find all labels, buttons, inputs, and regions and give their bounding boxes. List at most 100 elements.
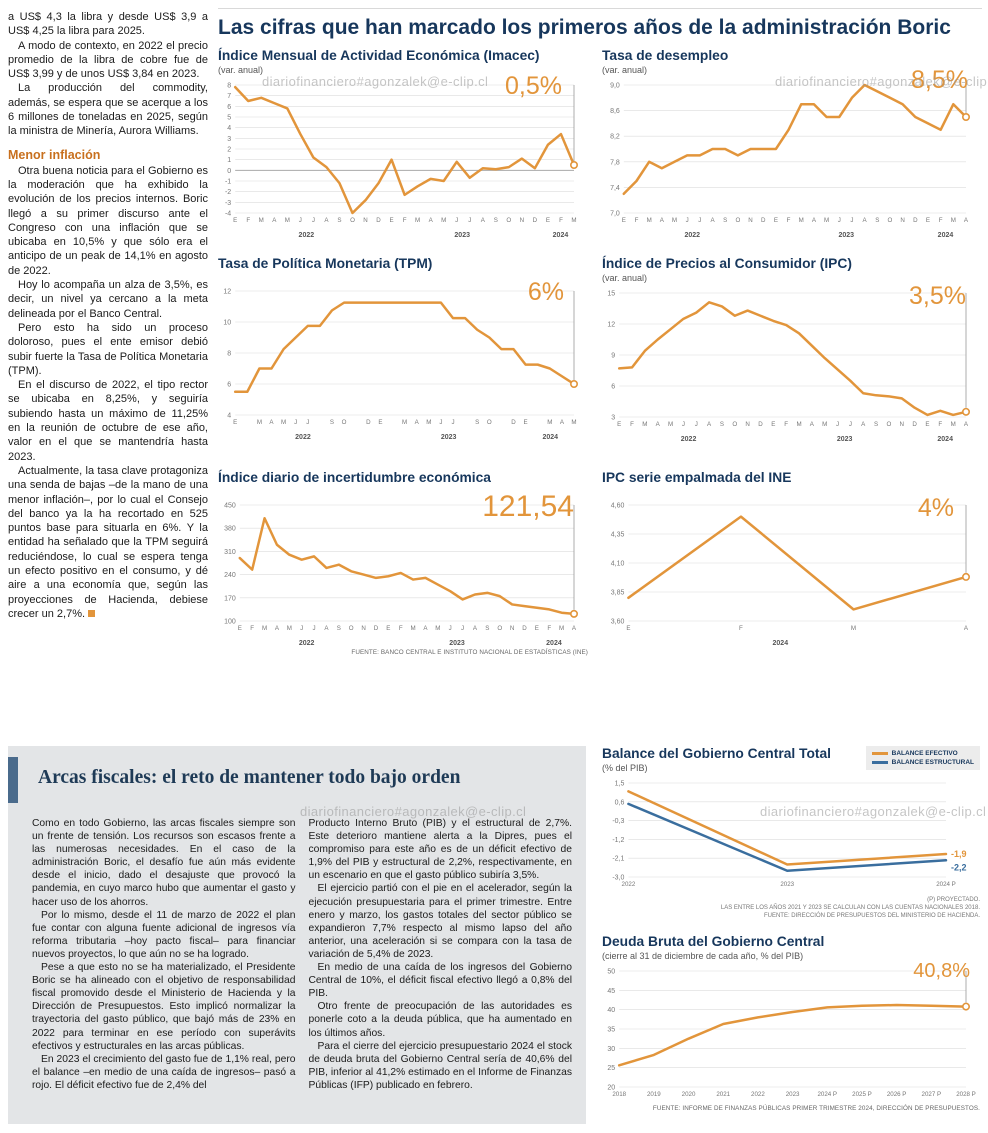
svg-text:6: 6: [611, 384, 615, 391]
svg-text:170: 170: [224, 595, 236, 602]
svg-text:7,0: 7,0: [610, 211, 620, 218]
svg-text:2023: 2023: [838, 232, 854, 239]
svg-text:8,6: 8,6: [610, 108, 620, 115]
svg-text:S: S: [485, 625, 489, 632]
svg-text:8,2: 8,2: [610, 134, 620, 141]
chart-desempleo: Tasa de desempleo (var. anual) 8,5% 9,0 8…: [602, 48, 980, 239]
svg-text:J: J: [300, 625, 303, 632]
svg-text:J: J: [850, 217, 853, 224]
svg-text:M: M: [259, 217, 264, 224]
article-paragraph: En el discurso de 2022, el tipo rector s…: [8, 379, 208, 463]
svg-text:F: F: [784, 421, 788, 428]
svg-text:J: J: [455, 217, 458, 224]
svg-text:F: F: [938, 421, 942, 428]
svg-text:M: M: [824, 217, 829, 224]
svg-text:A: A: [560, 419, 565, 426]
svg-text:O: O: [506, 217, 511, 224]
svg-text:F: F: [559, 217, 563, 224]
legend-label: BALANCE EFECTIVO: [891, 750, 958, 757]
svg-text:2024: 2024: [938, 232, 954, 239]
svg-text:E: E: [535, 625, 539, 632]
svg-text:A: A: [324, 217, 329, 224]
chart-subtitle: (% del PIB): [602, 763, 648, 773]
chart-deuda: Deuda Bruta del Gobierno Central (cierre…: [602, 934, 980, 1112]
svg-text:M: M: [642, 421, 647, 428]
svg-text:M: M: [822, 421, 827, 428]
svg-text:0: 0: [227, 168, 231, 175]
svg-text:F: F: [939, 217, 943, 224]
svg-text:7,8: 7,8: [610, 159, 620, 166]
svg-text:D: D: [912, 421, 917, 428]
svg-text:M: M: [951, 421, 956, 428]
svg-text:7: 7: [227, 93, 231, 100]
svg-text:2022: 2022: [622, 881, 636, 888]
legend-item-estructural: BALANCE ESTRUCTURAL: [871, 758, 974, 767]
svg-text:A: A: [473, 625, 478, 632]
svg-text:A: A: [272, 217, 277, 224]
main-headline: Las cifras que han marcado los primeros …: [218, 8, 982, 40]
fiscal-paragraph: Para el cierre del ejercicio presupuesta…: [308, 1040, 573, 1091]
svg-text:N: N: [748, 217, 752, 224]
svg-text:M: M: [796, 421, 801, 428]
svg-text:J: J: [306, 419, 309, 426]
svg-text:2024 P: 2024 P: [936, 881, 956, 888]
svg-text:A: A: [423, 625, 428, 632]
svg-text:N: N: [363, 217, 367, 224]
legend-label: BALANCE ESTRUCTURAL: [891, 759, 974, 766]
svg-text:310: 310: [224, 549, 236, 556]
svg-text:E: E: [378, 419, 382, 426]
svg-text:F: F: [739, 625, 743, 632]
svg-text:2026 P: 2026 P: [887, 1091, 907, 1098]
chart-source: FUENTE: BANCO CENTRAL E INSTITUTO NACION…: [351, 649, 588, 656]
svg-text:M: M: [441, 217, 446, 224]
svg-text:E: E: [524, 419, 528, 426]
svg-text:M: M: [851, 625, 856, 632]
svg-text:100: 100: [224, 619, 236, 626]
fiscal-header: Arcas fiscales: el reto de mantener todo…: [8, 746, 586, 803]
svg-text:2023: 2023: [449, 640, 465, 647]
svg-text:J: J: [451, 419, 454, 426]
svg-text:A: A: [572, 625, 577, 632]
svg-text:D: D: [366, 419, 371, 426]
svg-text:M: M: [287, 625, 292, 632]
chart-title: Tasa de Política Monetaria (TPM): [218, 256, 433, 271]
article-subhead: Menor inflación: [8, 147, 101, 162]
svg-text:3,85: 3,85: [611, 590, 625, 597]
svg-text:J: J: [836, 421, 839, 428]
svg-text:-1,2: -1,2: [612, 837, 624, 844]
svg-text:A: A: [861, 421, 866, 428]
svg-text:2028 P: 2028 P: [956, 1091, 976, 1098]
fiscal-paragraph: Otro frente de preocupación de las autor…: [308, 1001, 573, 1039]
svg-text:M: M: [435, 625, 440, 632]
svg-text:S: S: [874, 421, 878, 428]
chart-big-value: 121,54: [482, 490, 574, 523]
svg-text:A: A: [660, 217, 665, 224]
chart-ipc: Índice de Precios al Consumidor (IPC) (v…: [602, 256, 980, 443]
svg-text:S: S: [475, 419, 479, 426]
svg-text:2027 P: 2027 P: [922, 1091, 942, 1098]
svg-text:E: E: [925, 421, 929, 428]
desempleo-chart-canvas: 9,08,68,27,87,47,0E F M A M J J A S O N D E F M A M J J A S O…: [610, 83, 970, 239]
article-paragraph: A modo de contexto, en 2022 el precio pr…: [8, 39, 208, 81]
svg-text:-0,3: -0,3: [612, 818, 624, 825]
svg-text:2021: 2021: [716, 1091, 730, 1098]
chart-big-value: 3,5%: [909, 282, 966, 310]
svg-text:A: A: [707, 421, 712, 428]
svg-text:M: M: [647, 217, 652, 224]
svg-text:S: S: [337, 625, 341, 632]
svg-text:F: F: [403, 217, 407, 224]
svg-text:8: 8: [227, 83, 231, 90]
svg-text:F: F: [787, 217, 791, 224]
svg-text:7,4: 7,4: [610, 185, 620, 192]
svg-text:4: 4: [227, 413, 231, 420]
svg-text:-1,9: -1,9: [951, 849, 967, 859]
svg-text:-2,1: -2,1: [612, 856, 624, 863]
svg-text:M: M: [402, 419, 407, 426]
fiscal-paragraph: Pese a que esto no se ha materializado, …: [32, 962, 296, 1052]
svg-text:O: O: [888, 217, 893, 224]
svg-text:-3: -3: [225, 200, 231, 207]
svg-text:1: 1: [227, 157, 231, 164]
svg-text:4: 4: [227, 125, 231, 132]
article-paragraph: a US$ 4,3 la libra y desde US$ 3,9 a US$…: [8, 11, 208, 38]
